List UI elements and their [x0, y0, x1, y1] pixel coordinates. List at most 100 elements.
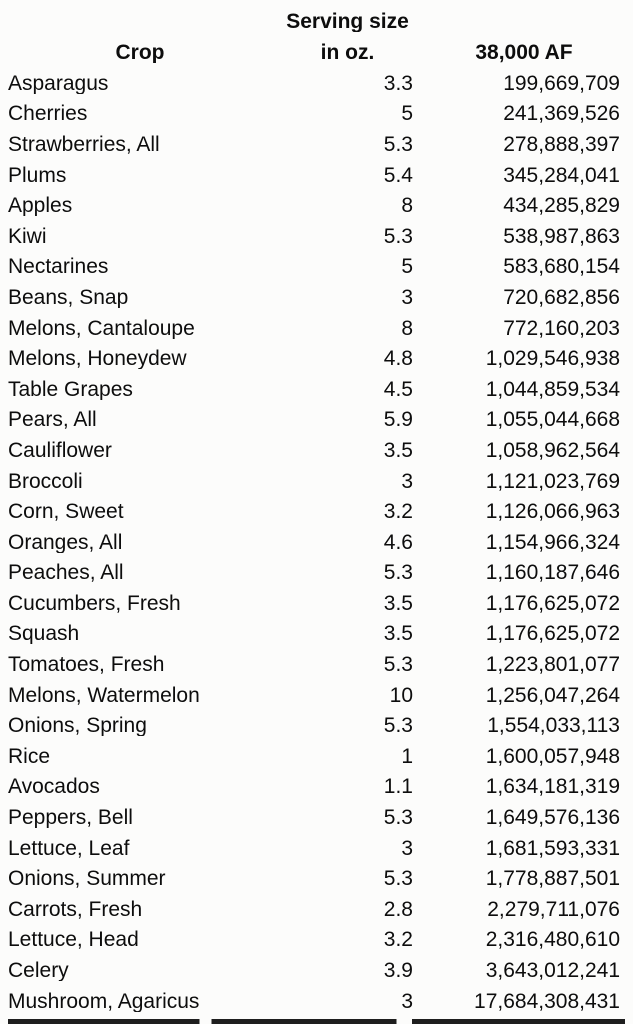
serving-size-cell: 3.2	[383, 929, 413, 951]
table-row: Melons, Cantaloupe 8 772,160,203	[0, 313, 633, 344]
serving-size-cell: 3	[401, 470, 413, 492]
cutoff-next-row-remnant	[8, 1019, 625, 1024]
serving-size-cell: 3.2	[383, 501, 413, 523]
af-value-cell: 1,160,187,646	[485, 562, 620, 584]
serving-size-cell: 1	[401, 745, 413, 767]
table-row: Asparagus 3.3 199,669,709	[0, 68, 633, 99]
af-value-cell: 1,029,546,938	[485, 348, 620, 370]
crop-water-table: Serving size Crop in oz. 38,000 AF Aspar…	[0, 6, 633, 1016]
table-row: Apples 8 434,285,829	[0, 190, 633, 221]
serving-size-cell: 5.3	[383, 225, 413, 247]
table-row: Rice 1 1,600,057,948	[0, 741, 633, 772]
table-row: Nectarines 5 583,680,154	[0, 252, 633, 283]
table-row: Table Grapes 4.5 1,044,859,534	[0, 374, 633, 405]
af-value-cell: 2,316,480,610	[485, 929, 620, 951]
crop-name-cell: Rice	[8, 745, 51, 767]
crop-name-cell: Lettuce, Leaf	[8, 837, 130, 859]
table-row: Broccoli 3 1,121,023,769	[0, 466, 633, 497]
table-row: Peppers, Bell 5.3 1,649,576,136	[0, 802, 633, 833]
serving-size-cell: 5	[401, 256, 413, 278]
table-row: Tomatoes, Fresh 5.3 1,223,801,077	[0, 649, 633, 680]
crop-name-cell: Melons, Honeydew	[8, 348, 187, 370]
crop-name-cell: Broccoli	[8, 470, 83, 492]
crop-name-cell: Squash	[8, 623, 80, 645]
af-value-cell: 345,284,041	[503, 164, 620, 186]
crop-name-cell: Melons, Watermelon	[8, 684, 200, 706]
table-header-line-1: Serving size	[0, 6, 633, 37]
table-row: Onions, Summer 5.3 1,778,887,501	[0, 863, 633, 894]
serving-size-cell: 3.5	[383, 592, 413, 614]
crop-name-cell: Carrots, Fresh	[8, 898, 143, 920]
table-row: Kiwi 5.3 538,987,863	[0, 221, 633, 252]
table-row: Beans, Snap 3 720,682,856	[0, 282, 633, 313]
table-row: Celery 3.9 3,643,012,241	[0, 955, 633, 986]
af-value-cell: 720,682,856	[503, 286, 620, 308]
col-header-serving-size-line2: in oz.	[320, 42, 375, 63]
af-value-cell: 1,649,576,136	[485, 807, 620, 829]
serving-size-cell: 3.5	[383, 623, 413, 645]
table-row: Mushroom, Agaricus 3 17,684,308,431	[0, 986, 633, 1017]
serving-size-cell: 5.4	[383, 164, 413, 186]
crop-name-cell: Peaches, All	[8, 562, 124, 584]
af-value-cell: 1,681,593,331	[485, 837, 620, 859]
crop-name-cell: Peppers, Bell	[8, 807, 133, 829]
serving-size-cell: 5.9	[383, 409, 413, 431]
table-row: Oranges, All 4.6 1,154,966,324	[0, 527, 633, 558]
table-row: Lettuce, Head 3.2 2,316,480,610	[0, 925, 633, 956]
af-value-cell: 278,888,397	[503, 133, 620, 155]
serving-size-cell: 4.6	[383, 531, 413, 553]
af-value-cell: 434,285,829	[503, 195, 620, 217]
serving-size-cell: 8	[401, 195, 413, 217]
af-value-cell: 1,256,047,264	[485, 684, 620, 706]
crop-name-cell: Kiwi	[8, 225, 47, 247]
table-header-line-2: Crop in oz. 38,000 AF	[0, 37, 633, 68]
table-row: Pears, All 5.9 1,055,044,668	[0, 405, 633, 436]
table-row: Melons, Watermelon 10 1,256,047,264	[0, 680, 633, 711]
table-row: Cauliflower 3.5 1,058,962,564	[0, 435, 633, 466]
crop-name-cell: Celery	[8, 960, 69, 982]
af-value-cell: 538,987,863	[503, 225, 620, 247]
table-row: Lettuce, Leaf 3 1,681,593,331	[0, 833, 633, 864]
crop-name-cell: Corn, Sweet	[8, 501, 124, 523]
crop-name-cell: Lettuce, Head	[8, 929, 139, 951]
serving-size-cell: 4.5	[383, 378, 413, 400]
serving-size-cell: 1.1	[383, 776, 413, 798]
af-value-cell: 1,121,023,769	[485, 470, 620, 492]
table-row: Onions, Spring 5.3 1,554,033,113	[0, 710, 633, 741]
table-row: Plums 5.4 345,284,041	[0, 160, 633, 191]
crop-name-cell: Cucumbers, Fresh	[8, 592, 181, 614]
af-value-cell: 1,554,033,113	[487, 715, 620, 737]
crop-name-cell: Oranges, All	[8, 531, 123, 553]
crop-name-cell: Asparagus	[8, 72, 109, 94]
serving-size-cell: 5.3	[383, 807, 413, 829]
af-value-cell: 1,634,181,319	[485, 776, 620, 798]
af-value-cell: 199,669,709	[503, 72, 620, 94]
serving-size-cell: 5.3	[383, 715, 413, 737]
crop-name-cell: Mushroom, Agaricus	[8, 990, 200, 1012]
af-value-cell: 1,154,966,324	[485, 531, 620, 553]
af-value-cell: 241,369,526	[503, 103, 620, 125]
serving-size-cell: 5	[401, 103, 413, 125]
serving-size-cell: 4.8	[383, 348, 413, 370]
serving-size-cell: 5.3	[383, 654, 413, 676]
serving-size-cell: 3	[401, 990, 413, 1012]
table-row: Avocados 1.1 1,634,181,319	[0, 772, 633, 803]
af-value-cell: 1,176,625,072	[485, 592, 620, 614]
crop-name-cell: Nectarines	[8, 256, 109, 278]
table-row: Carrots, Fresh 2.8 2,279,711,076	[0, 894, 633, 925]
serving-size-cell: 10	[389, 684, 413, 706]
table-body: Asparagus 3.3 199,669,709 Cherries 5 241…	[0, 68, 633, 1016]
serving-size-cell: 8	[401, 317, 413, 339]
af-value-cell: 3,643,012,241	[485, 960, 620, 982]
serving-size-cell: 3.5	[383, 439, 413, 461]
af-value-cell: 1,126,066,963	[485, 501, 620, 523]
table-row: Strawberries, All 5.3 278,888,397	[0, 129, 633, 160]
crop-name-cell: Table Grapes	[8, 378, 133, 400]
crop-name-cell: Strawberries, All	[8, 133, 160, 155]
af-value-cell: 17,684,308,431	[474, 990, 620, 1012]
af-value-cell: 2,279,711,076	[487, 898, 620, 920]
af-value-cell: 1,223,801,077	[485, 654, 620, 676]
crop-name-cell: Beans, Snap	[8, 286, 129, 308]
serving-size-cell: 3	[401, 286, 413, 308]
crop-name-cell: Melons, Cantaloupe	[8, 317, 195, 339]
